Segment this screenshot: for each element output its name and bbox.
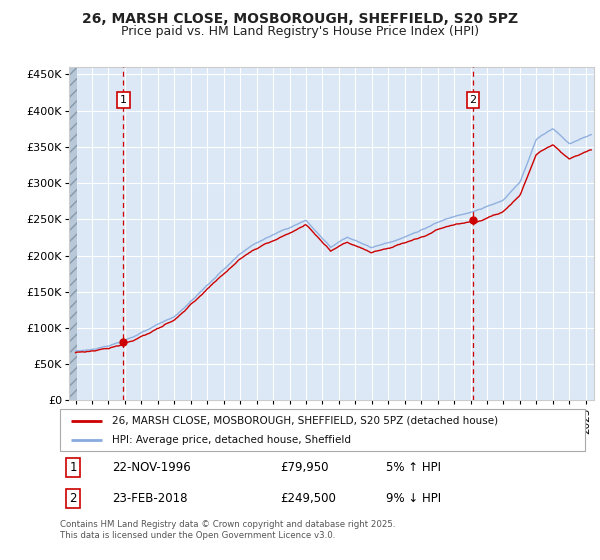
Text: 1: 1 — [120, 95, 127, 105]
Text: £249,500: £249,500 — [281, 492, 337, 505]
Text: £79,950: £79,950 — [281, 461, 329, 474]
Text: 2: 2 — [70, 492, 77, 505]
Text: 22-NOV-1996: 22-NOV-1996 — [113, 461, 191, 474]
Text: HPI: Average price, detached house, Sheffield: HPI: Average price, detached house, Shef… — [113, 435, 352, 445]
Text: 1: 1 — [70, 461, 77, 474]
Text: 26, MARSH CLOSE, MOSBOROUGH, SHEFFIELD, S20 5PZ: 26, MARSH CLOSE, MOSBOROUGH, SHEFFIELD, … — [82, 12, 518, 26]
Text: 26, MARSH CLOSE, MOSBOROUGH, SHEFFIELD, S20 5PZ (detached house): 26, MARSH CLOSE, MOSBOROUGH, SHEFFIELD, … — [113, 416, 499, 426]
Bar — [69, 67, 77, 400]
Bar — [69, 67, 77, 400]
Text: Price paid vs. HM Land Registry's House Price Index (HPI): Price paid vs. HM Land Registry's House … — [121, 25, 479, 38]
Text: 23-FEB-2018: 23-FEB-2018 — [113, 492, 188, 505]
Text: 9% ↓ HPI: 9% ↓ HPI — [386, 492, 440, 505]
Text: 5% ↑ HPI: 5% ↑ HPI — [386, 461, 440, 474]
Text: 2: 2 — [469, 95, 476, 105]
Text: Contains HM Land Registry data © Crown copyright and database right 2025.
This d: Contains HM Land Registry data © Crown c… — [60, 520, 395, 540]
